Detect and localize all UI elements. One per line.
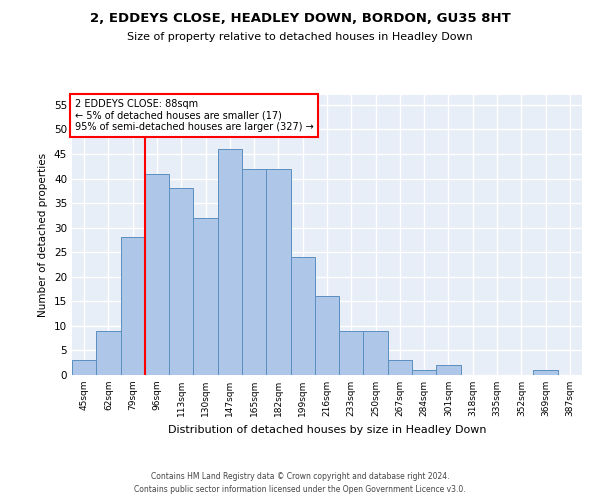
Bar [339,331,364,375]
Bar [436,365,461,375]
X-axis label: Distribution of detached houses by size in Headley Down: Distribution of detached houses by size … [168,424,486,434]
Y-axis label: Number of detached properties: Number of detached properties [38,153,49,317]
Bar [72,360,96,375]
Text: 2, EDDEYS CLOSE, HEADLEY DOWN, BORDON, GU35 8HT: 2, EDDEYS CLOSE, HEADLEY DOWN, BORDON, G… [89,12,511,26]
Text: 2 EDDEYS CLOSE: 88sqm
← 5% of detached houses are smaller (17)
95% of semi-detac: 2 EDDEYS CLOSE: 88sqm ← 5% of detached h… [74,99,313,132]
Bar [266,168,290,375]
Bar [290,257,315,375]
Bar [96,331,121,375]
Bar [121,238,145,375]
Text: Contains HM Land Registry data © Crown copyright and database right 2024.
Contai: Contains HM Land Registry data © Crown c… [134,472,466,494]
Bar [169,188,193,375]
Text: Size of property relative to detached houses in Headley Down: Size of property relative to detached ho… [127,32,473,42]
Bar [145,174,169,375]
Bar [533,370,558,375]
Bar [193,218,218,375]
Bar [315,296,339,375]
Bar [242,168,266,375]
Bar [412,370,436,375]
Bar [218,149,242,375]
Bar [388,360,412,375]
Bar [364,331,388,375]
